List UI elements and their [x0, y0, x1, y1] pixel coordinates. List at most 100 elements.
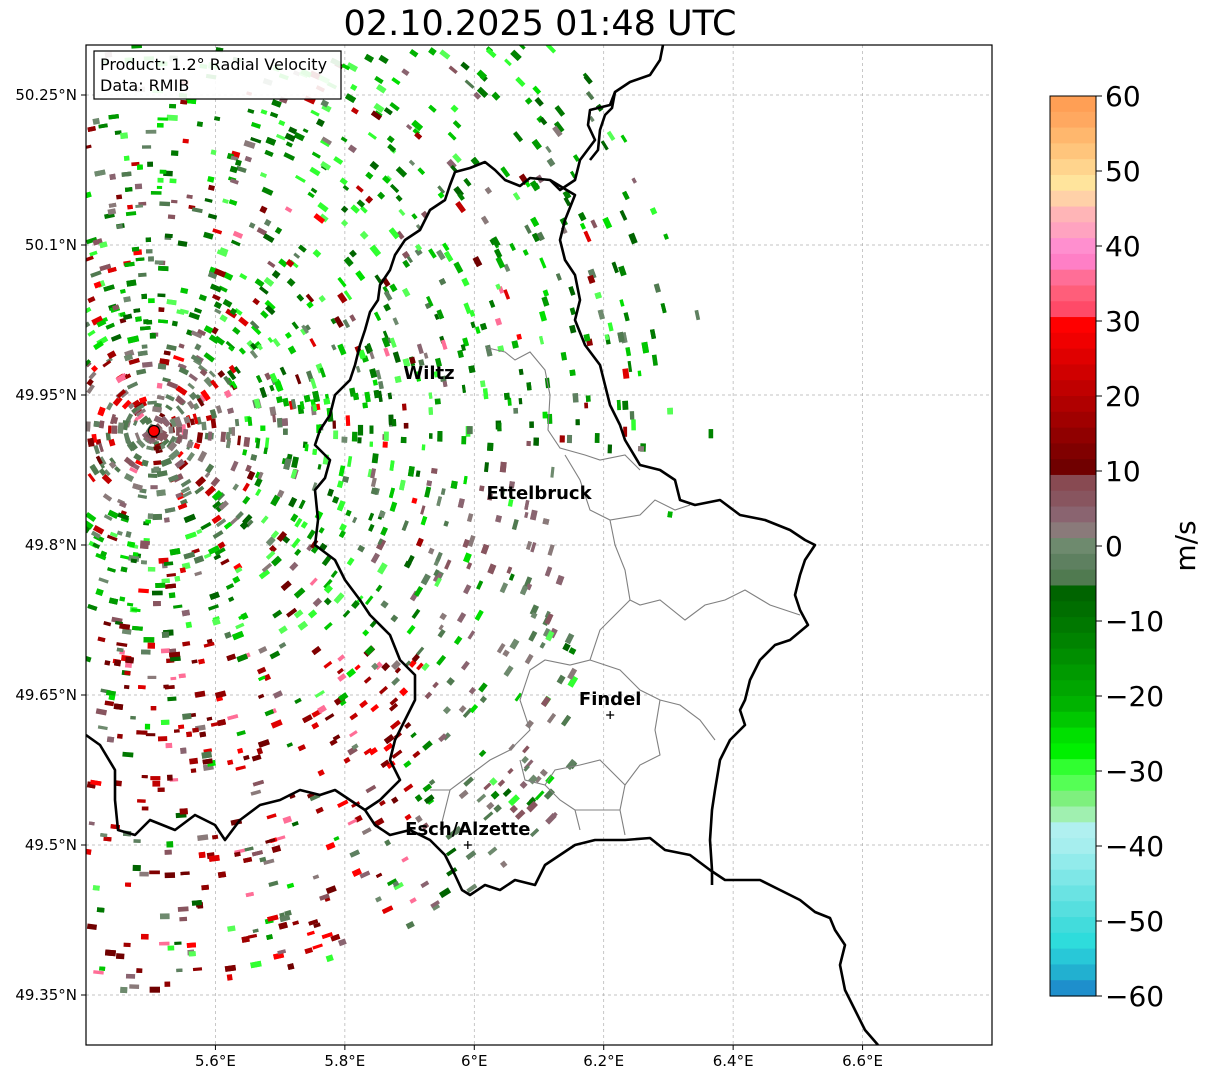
echo-pixel	[229, 307, 237, 316]
echo-pixel	[252, 928, 259, 933]
colorbar-segment	[1050, 459, 1096, 476]
echo-pixel	[386, 135, 395, 144]
echo-pixel	[168, 426, 174, 434]
echo-pixel	[337, 276, 347, 288]
echo-pixel	[110, 333, 122, 342]
echo-pixel	[149, 870, 160, 875]
echo-pixel	[376, 84, 387, 94]
echo-pixel	[87, 437, 95, 447]
echo-pixel	[276, 417, 283, 428]
echo-pixel	[487, 442, 494, 451]
echo-pixel	[141, 361, 153, 368]
echo-pixel	[339, 699, 347, 706]
echo-pixel	[463, 584, 472, 595]
echo-pixel	[347, 455, 353, 468]
echo-pixel	[196, 432, 204, 444]
echo-pixel	[265, 550, 276, 560]
echo-pixel	[140, 560, 147, 565]
echo-pixel	[430, 900, 440, 908]
echo-pixel	[404, 721, 412, 729]
echo-pixel	[121, 171, 132, 177]
echo-pixel	[402, 259, 411, 269]
echo-pixel	[522, 745, 530, 754]
echo-pixel	[112, 304, 120, 311]
echo-pixel	[96, 907, 105, 913]
echo-pixel	[140, 540, 151, 546]
echo-pixel	[438, 887, 452, 899]
echo-pixel	[333, 592, 345, 604]
echo-pixel	[203, 352, 215, 363]
colorbar-tick-label: −60	[1105, 980, 1164, 1013]
echo-pixel	[440, 488, 446, 496]
echo-pixel	[456, 612, 467, 624]
echo-pixel	[523, 764, 530, 772]
echo-pixel	[567, 675, 579, 688]
echo-pixel	[332, 495, 340, 504]
echo-pixel	[126, 381, 139, 390]
echo-pixel	[157, 293, 166, 298]
echo-pixel	[345, 509, 352, 517]
echo-pixel	[546, 157, 556, 167]
radar-site-marker[interactable]	[147, 424, 161, 438]
echo-pixel	[283, 152, 296, 161]
echo-pixel	[158, 265, 169, 272]
echo-pixel	[243, 140, 256, 149]
echo-pixel	[313, 922, 321, 929]
echo-pixel	[585, 395, 591, 402]
echo-pixel	[103, 621, 112, 627]
echo-pixel	[191, 207, 203, 214]
echo-pixel	[180, 871, 190, 876]
echo-pixel	[616, 399, 621, 411]
echo-pixel	[409, 49, 419, 58]
echo-pixel	[266, 934, 273, 941]
echo-pixel	[194, 343, 202, 351]
echo-pixel	[289, 561, 299, 572]
echo-pixel	[141, 774, 148, 779]
echo-pixel	[190, 768, 197, 774]
info-data-source: Data: RMIB	[100, 76, 189, 95]
echo-pixel	[242, 449, 248, 456]
echo-pixel	[288, 496, 298, 508]
echo-pixel	[180, 287, 189, 294]
echo-pixel	[446, 847, 457, 857]
echo-pixel	[495, 256, 506, 269]
echo-pixel	[411, 213, 418, 220]
echo-pixel	[504, 58, 512, 67]
echo-pixel	[272, 337, 281, 348]
echo-pixel	[267, 336, 274, 344]
echo-pixel	[141, 293, 148, 300]
echo-pixel	[380, 759, 390, 769]
echo-pixel	[153, 460, 162, 466]
echo-pixel	[547, 544, 555, 556]
echo-pixel	[337, 292, 348, 304]
echo-pixel	[144, 723, 151, 730]
echo-pixel	[174, 941, 182, 945]
echo-pixel	[457, 192, 465, 201]
colorbar-segment	[1050, 269, 1096, 287]
echo-pixel	[163, 561, 174, 566]
echo-pixel	[375, 896, 382, 903]
echo-pixel	[260, 515, 269, 524]
echo-pixel	[272, 609, 283, 619]
echo-pixel	[269, 384, 275, 392]
echo-pixel	[507, 397, 512, 406]
echo-pixel	[211, 293, 221, 301]
y-tick-label: 49.8°N	[25, 536, 77, 554]
echo-pixel	[414, 131, 423, 140]
echo-pixel	[259, 172, 267, 178]
echo-pixel	[139, 396, 148, 404]
echo-pixel	[105, 432, 111, 441]
echo-pixel	[143, 537, 150, 542]
echo-pixel	[414, 815, 423, 823]
echo-pixel	[583, 333, 591, 342]
colorbar-tick-label: 10	[1105, 455, 1141, 488]
echo-pixel	[218, 285, 228, 293]
echo-pixel	[312, 597, 323, 608]
echo-pixel	[86, 191, 92, 199]
echo-pixel	[356, 199, 366, 208]
colorbar-segment	[1050, 853, 1096, 871]
echo-pixel	[340, 136, 348, 143]
echo-pixel	[159, 169, 167, 174]
echo-pixel	[460, 61, 470, 71]
echo-pixel	[87, 472, 96, 483]
